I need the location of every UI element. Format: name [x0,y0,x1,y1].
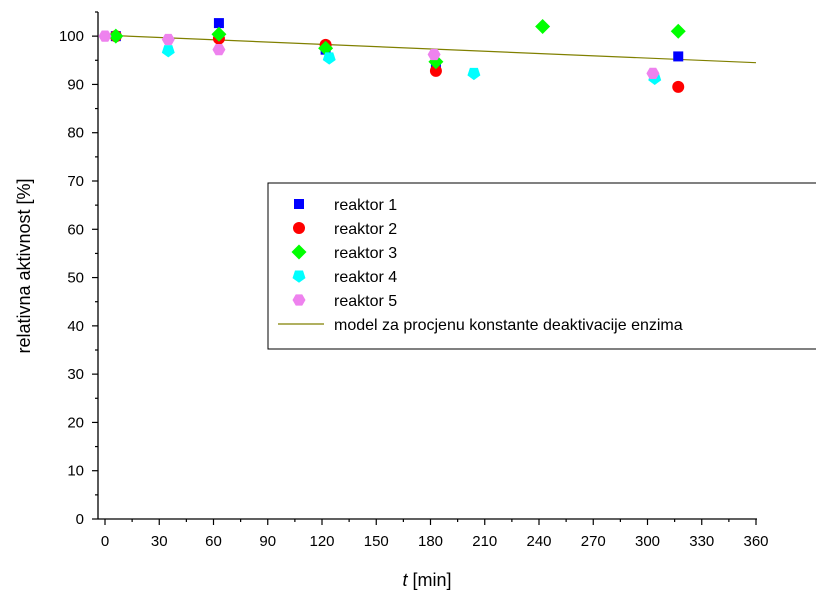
y-tick-label: 20 [67,414,84,431]
series-reaktor-5 [98,30,660,79]
y-tick-label: 70 [67,173,84,190]
x-axis-title-italic: t [402,570,408,590]
x-tick-label: 60 [205,533,222,550]
legend-item-reaktor-4: reaktor 4 [292,269,397,286]
x-tick-label: 180 [418,533,443,550]
legend-box [267,182,816,350]
legend-marker [293,222,305,234]
legend-label: reaktor 3 [334,245,397,262]
legend-marker [294,199,304,209]
y-tick-label: 0 [76,511,84,528]
data-point [161,33,175,46]
x-tick-label: 270 [581,533,606,550]
y-tick-label: 30 [67,366,84,383]
x-tick-label: 210 [472,533,497,550]
data-point [427,48,441,61]
data-point [322,52,336,65]
legend-label: reaktor 1 [334,197,397,214]
y-tick-label: 10 [67,463,84,480]
y-tick-label: 50 [67,270,84,287]
y-tick-label: 40 [67,318,84,335]
x-axis-title-unit: [min] [408,570,452,590]
x-tick-label: 240 [526,533,551,550]
legend-label: reaktor 5 [334,293,397,310]
data-point [98,30,112,42]
series-reaktor-1 [110,18,684,74]
y-ticks: 0 10 20 30 40 50 60 70 80 90 100 [59,11,98,528]
data-point [670,23,686,39]
data-point [673,51,684,62]
data-point [672,80,685,93]
x-tick-label: 90 [259,533,276,550]
legend-marker [292,294,306,306]
y-tick-label: 80 [67,125,84,142]
legend: reaktor 1 reaktor 2 reaktor 3 reaktor 4 reak… [267,182,816,350]
x-axis-title: t [min] [402,570,451,590]
legend-item-reaktor-2: reaktor 2 [293,221,397,238]
x-tick-label: 360 [743,533,768,550]
x-ticks: 0 30 60 90 120 150 180 210 240 270 300 330 360 [101,519,769,550]
points-layer [98,18,686,93]
legend-item-model: model za procjenu konstante deaktivacije… [278,317,683,334]
data-point [646,67,660,79]
data-point [318,40,334,56]
legend-entries: reaktor 1 reaktor 2 reaktor 3 reaktor 4 reak… [278,197,683,334]
legend-marker [291,244,307,260]
y-axis-title: relativna aktivnost [%] [14,178,34,353]
data-point [161,45,175,58]
x-tick-label: 300 [635,533,660,550]
y-tick-label: 60 [67,221,84,238]
data-point [213,18,224,29]
series-reaktor-4 [161,45,662,85]
data-point [429,64,442,77]
y-tick-label: 100 [59,28,84,45]
y-tick-label: 90 [67,76,84,93]
x-tick-label: 330 [689,533,714,550]
legend-marker [292,270,306,283]
data-point [108,28,124,44]
legend-label: reaktor 4 [334,269,397,286]
data-point [467,67,481,81]
legend-item-reaktor-1: reaktor 1 [294,197,397,214]
data-point [212,44,226,56]
data-point [535,18,551,34]
x-tick-label: 120 [309,533,334,550]
legend-item-reaktor-5: reaktor 5 [292,293,397,310]
legend-label: reaktor 2 [334,221,397,238]
x-tick-label: 0 [101,533,109,550]
x-tick-label: 150 [364,533,389,550]
legend-label: model za procjenu konstante deaktivacije… [334,317,683,334]
series-reaktor-3 [108,18,686,70]
data-point [211,26,227,42]
legend-item-reaktor-3: reaktor 3 [291,244,397,262]
x-tick-label: 30 [151,533,168,550]
